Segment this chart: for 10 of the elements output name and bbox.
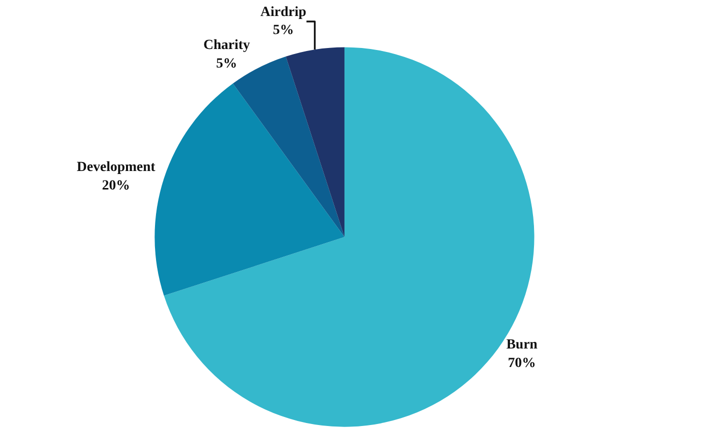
slice-label: Burn (506, 338, 538, 353)
data-label: 20% (102, 178, 130, 194)
slice-label: Development (76, 160, 156, 176)
pie-slice (155, 83, 344, 296)
slice-label: Charity (203, 38, 250, 54)
data-label: 5% (216, 56, 238, 72)
slice-label: Airdrip (260, 4, 306, 20)
pie-slice (286, 47, 344, 238)
data-label: 5% (272, 23, 294, 38)
data-label: 70% (508, 356, 536, 371)
